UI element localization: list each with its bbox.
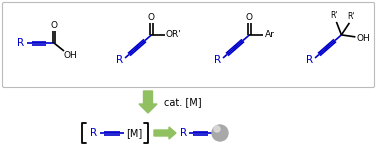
FancyBboxPatch shape [3, 2, 375, 87]
Text: OH: OH [356, 34, 370, 43]
Text: cat. [M]: cat. [M] [164, 97, 202, 107]
Text: R': R' [348, 12, 355, 21]
Text: R': R' [331, 11, 338, 20]
FancyArrow shape [154, 127, 176, 139]
Text: R: R [90, 128, 98, 138]
Text: R: R [180, 128, 187, 138]
Text: O: O [246, 13, 253, 22]
Text: [M]: [M] [126, 128, 142, 138]
Text: O: O [51, 21, 57, 31]
Text: R: R [17, 38, 25, 48]
Text: R: R [116, 55, 124, 65]
Text: R: R [307, 55, 314, 65]
Circle shape [214, 126, 220, 132]
Text: R: R [214, 55, 222, 65]
FancyArrow shape [139, 91, 157, 113]
Text: OH: OH [63, 51, 77, 61]
Text: Ar: Ar [265, 30, 274, 39]
Text: O: O [148, 13, 155, 22]
Text: OR': OR' [166, 30, 181, 39]
Circle shape [212, 125, 228, 141]
